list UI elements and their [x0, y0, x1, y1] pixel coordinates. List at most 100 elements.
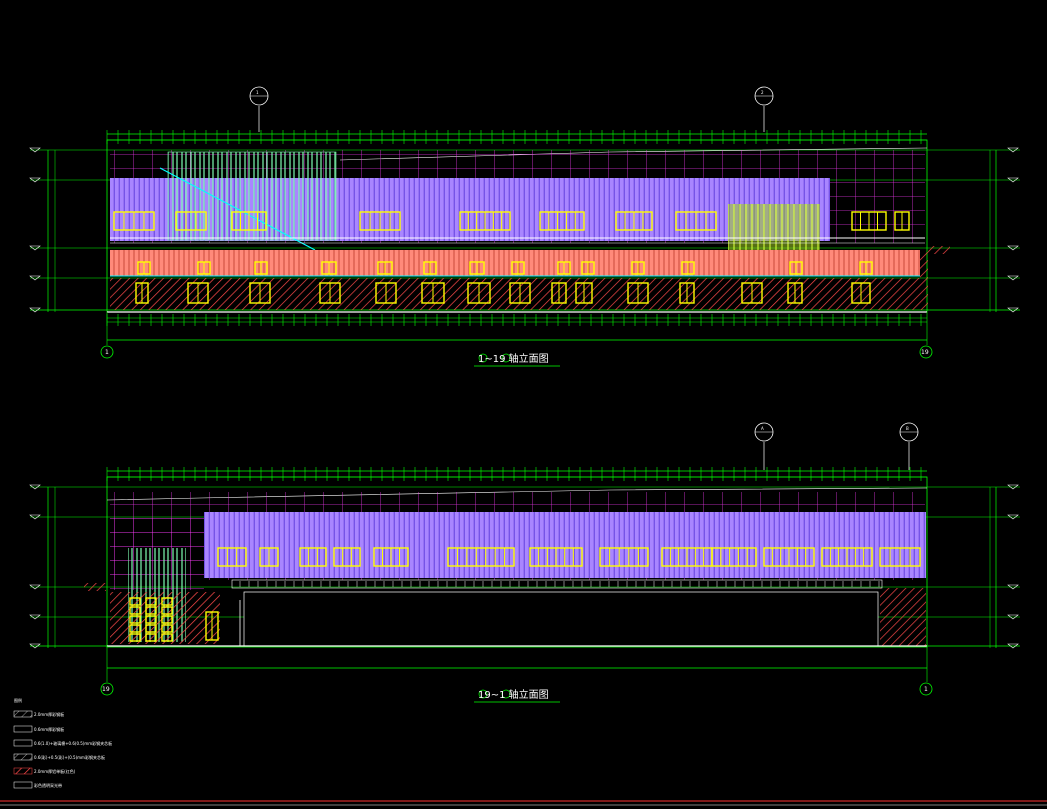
axis-bubble-right: 19: [919, 345, 933, 359]
svg-text:1: 1: [105, 349, 109, 356]
top-dimension-ticks: [106, 467, 922, 481]
svg-text:19~1 轴立面图: 19~1 轴立面图: [478, 688, 549, 701]
window: [161, 633, 173, 642]
window: [375, 282, 397, 304]
svg-text:A: A: [761, 426, 764, 431]
svg-text:2.0mm厚铝单板(红色): 2.0mm厚铝单板(红色): [34, 768, 76, 774]
left-elevation-markers: [29, 484, 56, 649]
svg-text:0.6(彩)+0.5(彩)+(0.5)mm彩钢夹芯板: 0.6(彩)+0.5(彩)+(0.5)mm彩钢夹芯板: [34, 754, 105, 760]
window: [161, 597, 173, 606]
window: [894, 211, 910, 231]
window: [299, 547, 327, 567]
bottom-dimension-ticks: [106, 314, 922, 326]
legend-item: 2.0mm厚彩钢板: [13, 710, 64, 718]
grid-callout-b: B: [899, 422, 919, 470]
window: [113, 211, 155, 231]
svg-text:1: 1: [256, 90, 259, 95]
canopy-battens: [239, 581, 880, 587]
window: [789, 261, 803, 275]
window: [575, 282, 593, 304]
window: [319, 282, 341, 304]
window: [551, 282, 567, 304]
window: [741, 282, 763, 304]
window: [675, 211, 717, 231]
window: [231, 211, 267, 231]
grid-callout-a: A: [754, 422, 774, 470]
window: [161, 624, 173, 633]
window: [615, 211, 653, 231]
window: [787, 282, 803, 304]
wing-windows: [129, 597, 219, 642]
svg-text:2.0mm厚彩钢板: 2.0mm厚彩钢板: [34, 711, 64, 717]
window: [627, 282, 649, 304]
window: [661, 547, 713, 567]
window: [763, 547, 815, 567]
window: [129, 597, 141, 606]
svg-text:彩色透明采光带: 彩色透明采光带: [34, 782, 62, 788]
window: [859, 261, 873, 275]
window: [129, 624, 141, 633]
svg-text:1: 1: [924, 686, 928, 693]
window: [529, 547, 583, 567]
window: [851, 211, 887, 231]
window: [321, 261, 337, 275]
legend-item: 0.6(彩)+0.5(彩)+(0.5)mm彩钢夹芯板: [13, 753, 105, 761]
legend-item: 0.6(1.0)+玻璃棉+0.6(0.5)mm彩钢夹芯板: [13, 739, 112, 747]
window: [681, 261, 695, 275]
window: [679, 282, 695, 304]
window: [145, 615, 157, 624]
window: [879, 547, 921, 567]
window: [205, 611, 219, 641]
window: [421, 282, 445, 304]
window: [423, 261, 437, 275]
svg-text:0.6mm厚彩钢板: 0.6mm厚彩钢板: [34, 726, 64, 732]
top-dimension-ticks: [106, 130, 922, 144]
right-elevation-markers: [989, 147, 1019, 313]
window: [821, 547, 873, 567]
axis-bubble-right: 1: [919, 682, 933, 696]
window: [187, 282, 209, 304]
svg-text:1~19 轴立面图: 1~19 轴立面图: [478, 352, 549, 365]
svg-text:B: B: [906, 426, 909, 431]
window: [509, 282, 531, 304]
left-elevation-markers: [29, 147, 56, 313]
window: [469, 261, 485, 275]
window: [249, 282, 271, 304]
window: [145, 633, 157, 642]
upper-windows: [217, 547, 921, 567]
elevation-a: 1 2: [29, 86, 1020, 367]
legend-item: 2.0mm厚铝单板(红色): [13, 767, 76, 775]
window: [197, 261, 211, 275]
svg-text:0.6(1.0)+玻璃棉+0.6(0.5)mm彩钢夹芯板: 0.6(1.0)+玻璃棉+0.6(0.5)mm彩钢夹芯板: [34, 740, 112, 746]
window: [254, 261, 268, 275]
upper-windows: [113, 211, 910, 231]
band-windows: [137, 261, 873, 275]
svg-text:19: 19: [921, 349, 929, 356]
right-elevation-markers: [989, 484, 1019, 649]
legend: 图例 2.0mm厚彩钢板 0.6mm厚彩钢板 0.6(1.0)+玻璃棉+0.6(…: [13, 697, 112, 789]
elevation-b-title: 19~1 轴立面图: [474, 688, 560, 703]
window: [161, 615, 173, 624]
svg-text:19: 19: [102, 686, 110, 693]
legend-heading: 图例: [14, 697, 22, 703]
window: [599, 547, 649, 567]
axis-bubble-left: 1: [100, 345, 114, 359]
window: [333, 547, 361, 567]
window: [539, 211, 585, 231]
window: [135, 282, 149, 304]
window: [711, 547, 757, 567]
window: [129, 615, 141, 624]
elevation-b: A B: [29, 422, 1020, 703]
window: [459, 211, 511, 231]
window: [359, 211, 401, 231]
svg-text:2: 2: [761, 90, 764, 95]
window: [511, 261, 525, 275]
window: [137, 261, 151, 275]
window: [145, 597, 157, 606]
axis-bubble-left: 19: [100, 682, 114, 696]
window: [631, 261, 645, 275]
window: [851, 282, 871, 304]
window: [467, 282, 491, 304]
window: [145, 606, 157, 615]
ground-doors: [135, 282, 871, 304]
